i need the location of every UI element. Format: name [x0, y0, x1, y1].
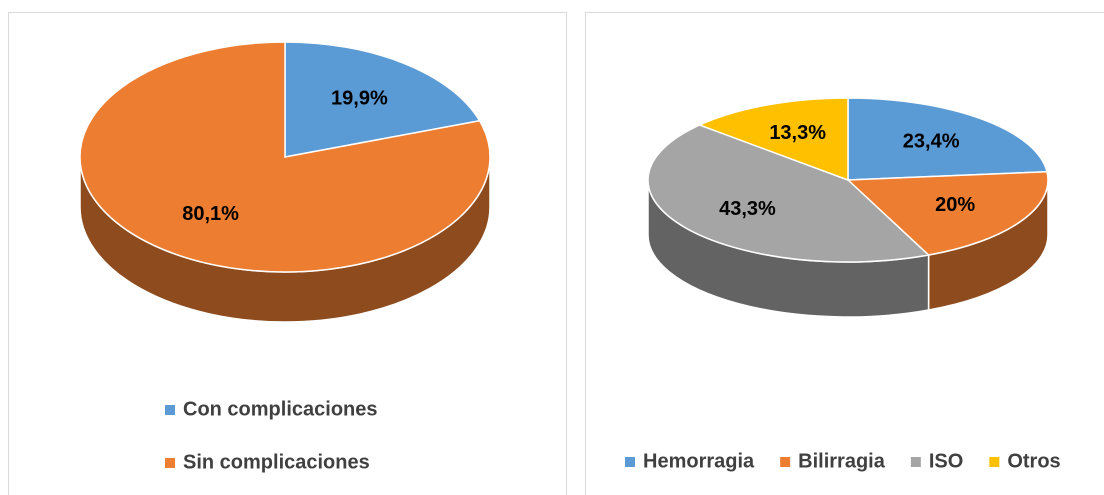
- legend-swatch: [780, 457, 791, 467]
- slice: [846, 170, 1049, 256]
- legend-swatch: [165, 458, 175, 468]
- legend-swatch: [625, 457, 635, 467]
- slice: [647, 124, 931, 263]
- legend-label: Hemorragia: [643, 450, 755, 472]
- legend-swatch: [165, 405, 175, 415]
- slice: [79, 41, 491, 273]
- data-label: 43,3%: [719, 198, 776, 220]
- legend-label: Otros: [1007, 450, 1060, 472]
- legend-swatch: [989, 457, 1000, 467]
- legend-label: Con complicaciones: [183, 398, 378, 420]
- data-label: 80,1%: [182, 203, 239, 225]
- legend-label: ISO: [929, 450, 963, 472]
- data-label: 20%: [935, 194, 975, 216]
- legend-label: Sin complicaciones: [183, 451, 370, 473]
- data-label: 23,4%: [903, 131, 960, 153]
- slice: [697, 97, 849, 182]
- legend-swatch: [910, 457, 921, 467]
- slice: [847, 97, 1048, 181]
- slice: [284, 41, 481, 158]
- data-label: 13,3%: [769, 122, 826, 144]
- legend-label: Bilirragia: [798, 450, 886, 472]
- data-label: 19,9%: [331, 87, 388, 109]
